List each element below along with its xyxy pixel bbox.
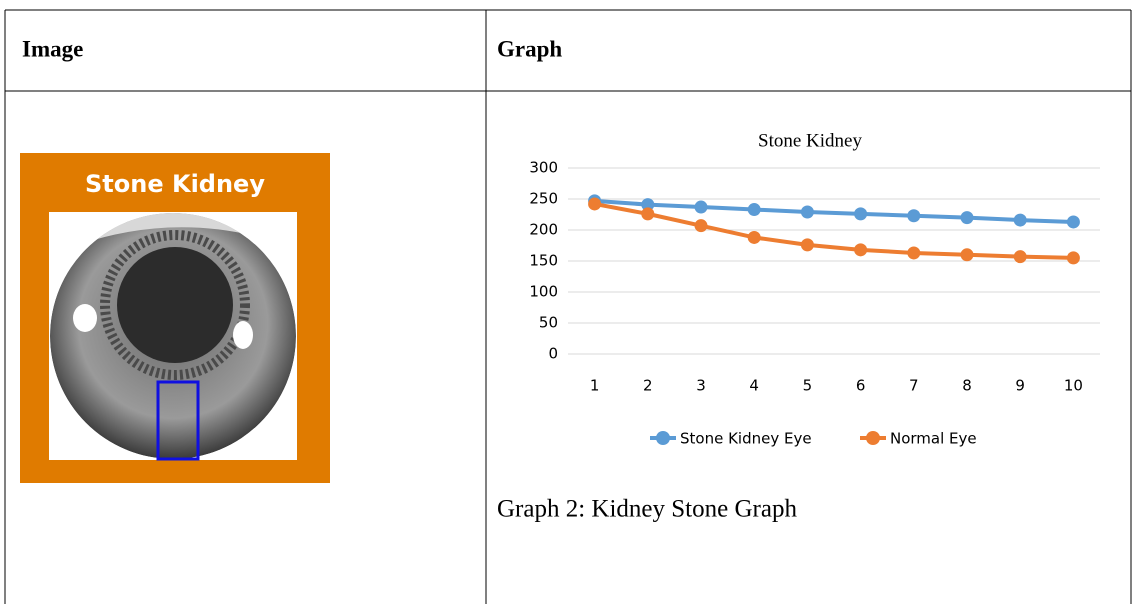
point — [907, 209, 921, 223]
point — [747, 230, 761, 244]
series-line — [594, 198, 1074, 224]
point — [641, 198, 655, 212]
legend-marker — [866, 431, 880, 445]
y-tick-label: 200 — [529, 221, 558, 239]
point — [960, 248, 974, 262]
point — [1066, 215, 1080, 229]
point — [747, 203, 761, 217]
image-label: Stone Kidney — [85, 170, 265, 198]
point — [960, 211, 974, 225]
point — [854, 243, 868, 257]
x-tick-label: 7 — [909, 377, 919, 395]
legend-marker — [656, 431, 670, 445]
x-tick-label: 8 — [962, 377, 972, 395]
chart-title: Stone Kidney — [758, 130, 862, 151]
table-borders — [4, 9, 1132, 604]
y-tick-label: 300 — [529, 159, 558, 177]
x-tick-label: 5 — [803, 377, 813, 395]
series-line — [594, 201, 1074, 260]
point — [800, 205, 814, 219]
x-tick-label: 3 — [696, 377, 706, 395]
legend-label: Stone Kidney Eye — [680, 430, 812, 448]
legend-label: Normal Eye — [890, 430, 977, 448]
x-tick-label: 1 — [590, 377, 600, 395]
caption: Graph 2: Kidney Stone Graph — [497, 496, 797, 523]
point — [800, 238, 814, 252]
point — [641, 207, 655, 221]
y-tick-label: 100 — [529, 283, 558, 301]
x-tick-label: 2 — [643, 377, 653, 395]
point — [1066, 251, 1080, 265]
plot: 0 50 100 150 200 250 300 1 2 3 4 5 6 7 8 9 10 Stone Kidne… — [529, 159, 1100, 448]
y-tick-label: 0 — [548, 345, 558, 363]
point — [588, 197, 602, 211]
x-tick-label: 10 — [1064, 377, 1083, 395]
x-tick-label: 9 — [1015, 377, 1025, 395]
x-tick-label: 6 — [856, 377, 866, 395]
header-cell: Graph — [497, 36, 562, 61]
y-tick-label: 50 — [539, 314, 558, 332]
x-tick-label: 4 — [749, 377, 759, 395]
point — [694, 200, 708, 214]
point — [907, 246, 921, 260]
point — [1013, 213, 1027, 227]
point — [854, 207, 868, 221]
header-cell: Image — [22, 36, 83, 61]
eye-image: Stone Kidney — [20, 153, 330, 483]
point — [1013, 250, 1027, 264]
y-tick-label: 150 — [529, 252, 558, 270]
point — [694, 219, 708, 233]
y-tick-label: 250 — [529, 190, 558, 208]
